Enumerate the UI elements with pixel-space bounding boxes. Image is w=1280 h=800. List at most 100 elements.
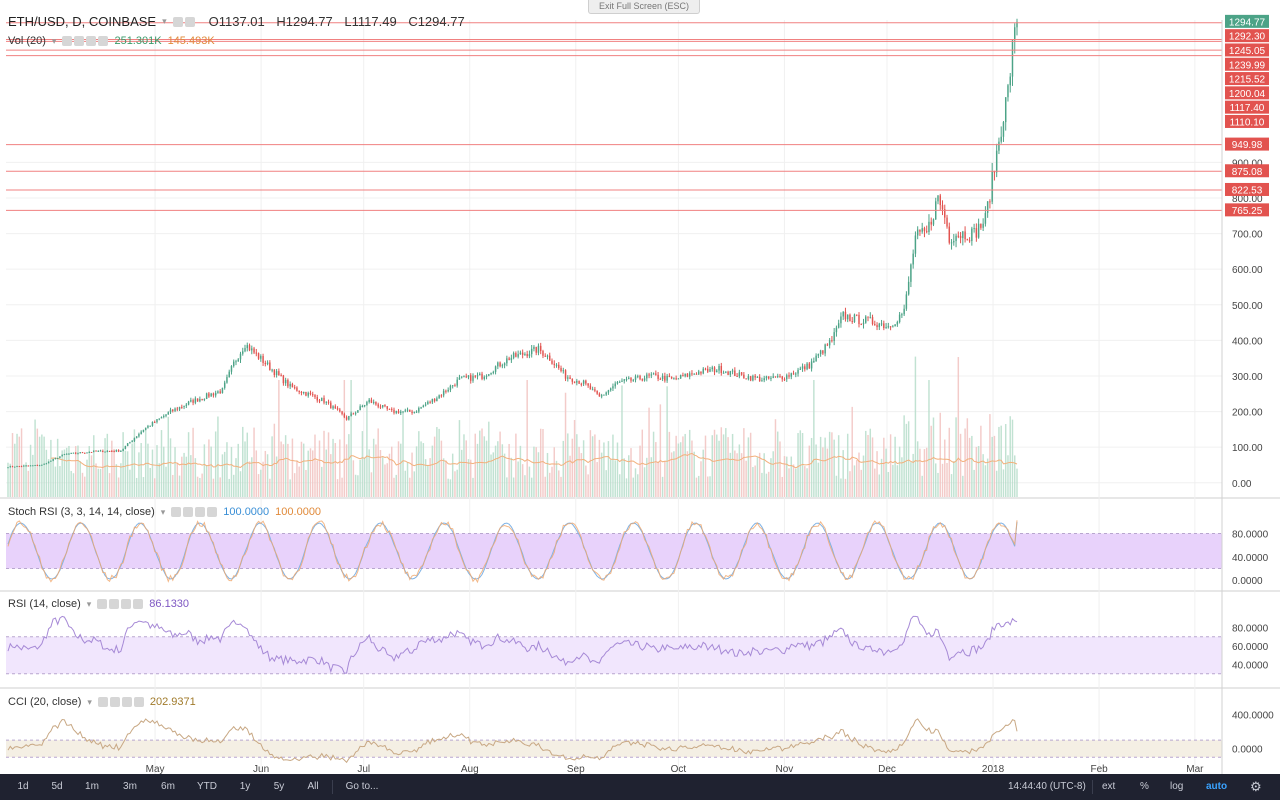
candle-body <box>580 383 583 385</box>
volume-title[interactable]: Vol (20) <box>8 35 46 47</box>
candle-body <box>479 373 481 376</box>
chevron-down-icon[interactable]: ▾ <box>86 598 92 609</box>
ext-button[interactable]: ext <box>1102 781 1116 792</box>
log-button[interactable]: log <box>1170 781 1184 792</box>
eye-icon[interactable] <box>97 599 108 609</box>
volume-bar <box>772 451 774 497</box>
symbol-title[interactable]: ETH/USD, D, COINBASE <box>8 14 157 29</box>
timeframe-1d[interactable]: 1d <box>17 781 29 792</box>
gear-icon[interactable] <box>183 507 194 517</box>
horizontal-price-lines[interactable] <box>6 22 1222 211</box>
gear-icon[interactable] <box>74 36 85 46</box>
candle-body <box>199 398 201 402</box>
percent-button[interactable]: % <box>1140 781 1149 792</box>
volume-bar <box>562 440 565 497</box>
plus-icon[interactable] <box>121 599 132 609</box>
exit-fullscreen-hint[interactable]: Exit Full Screen (ESC) <box>588 0 700 14</box>
timeframe-ytd[interactable]: YTD <box>197 781 217 792</box>
candle-body <box>174 408 176 411</box>
volume-bar <box>325 449 328 497</box>
volume-bar <box>424 459 427 497</box>
volume-bar <box>269 478 271 497</box>
candle-body <box>916 229 919 236</box>
chevron-down-icon[interactable]: ▾ <box>162 16 167 26</box>
legend-buttons[interactable] <box>171 507 218 517</box>
eye-icon[interactable] <box>62 36 73 46</box>
legend-buttons[interactable] <box>172 16 195 27</box>
volume-bar <box>1016 468 1018 497</box>
volume-bar <box>867 434 869 497</box>
price-tag-bg <box>1225 29 1269 43</box>
volume-bar <box>977 446 980 497</box>
volume-bar <box>32 454 34 497</box>
candle-body <box>124 446 127 449</box>
auto-button[interactable]: auto <box>1206 781 1228 792</box>
candle-body <box>625 379 628 381</box>
volume-bar <box>235 458 237 497</box>
legend-buttons[interactable] <box>62 36 109 46</box>
volume-bar <box>670 452 673 497</box>
timeframe-5d[interactable]: 5d <box>51 781 63 792</box>
plus-icon[interactable] <box>86 36 97 46</box>
candle-body <box>72 452 75 454</box>
gear-icon[interactable] <box>109 697 120 707</box>
candle-body <box>413 411 416 413</box>
close-icon[interactable] <box>133 599 144 609</box>
gear-icon[interactable] <box>184 16 195 27</box>
candle-body <box>296 387 298 391</box>
candle-body <box>729 371 732 375</box>
cci-title[interactable]: CCI (20, close) <box>8 696 82 708</box>
eye-icon[interactable] <box>171 507 182 517</box>
volume-bar <box>903 415 905 497</box>
legend-buttons[interactable] <box>97 697 144 707</box>
gear-icon[interactable] <box>109 599 120 609</box>
candle-body <box>544 355 546 357</box>
plus-icon[interactable] <box>195 507 206 517</box>
price-tick-label: 900.00 <box>1232 158 1263 169</box>
volume-bar <box>59 466 61 497</box>
close-icon[interactable] <box>133 697 144 707</box>
x-tick-label: Aug <box>461 764 479 775</box>
stoch-title[interactable]: Stoch RSI (3, 3, 14, 14, close) <box>8 506 155 518</box>
legend-buttons[interactable] <box>97 599 144 609</box>
rsi-title[interactable]: RSI (14, close) <box>8 598 81 610</box>
candle-body <box>203 398 206 400</box>
volume-bar <box>201 473 203 497</box>
timeframe-1m[interactable]: 1m <box>85 781 99 792</box>
chevron-down-icon[interactable]: ▾ <box>87 696 92 707</box>
volume-bar <box>576 434 578 497</box>
candle-body <box>456 379 458 386</box>
candle-body <box>20 466 23 468</box>
ohlc-values: O1137.01 H1294.77 L1117.49 C1294.77 <box>201 14 465 29</box>
chevron-down-icon[interactable]: ▾ <box>51 35 57 46</box>
goto-button[interactable]: Go to... <box>345 781 379 792</box>
candle-body <box>573 381 576 383</box>
timeframe-3m[interactable]: 3m <box>123 781 137 792</box>
eye-icon[interactable] <box>97 697 108 707</box>
candle-body <box>666 375 668 381</box>
volume-bar <box>20 428 23 497</box>
close-icon[interactable] <box>98 36 109 46</box>
plus-icon[interactable] <box>121 697 132 707</box>
gear-icon[interactable]: ⚙ <box>1250 779 1262 794</box>
volume-bar <box>377 428 379 497</box>
timeframe-5y[interactable]: 5y <box>273 781 285 792</box>
volume-bar <box>668 431 671 497</box>
volume-bar <box>695 477 698 497</box>
volume-bar <box>350 380 352 497</box>
close-icon[interactable] <box>207 507 218 517</box>
timeframe-6m[interactable]: 6m <box>161 781 175 792</box>
timeframe-all[interactable]: All <box>307 781 319 792</box>
candle-body <box>41 464 43 466</box>
toolbar-divider <box>332 780 333 794</box>
eye-icon[interactable] <box>172 16 183 27</box>
volume-bar <box>23 464 25 497</box>
cci-legend: CCI (20, close) ▾ 202.9371 <box>8 696 196 708</box>
candle-body <box>910 264 912 282</box>
candle-body <box>93 450 95 453</box>
chevron-down-icon[interactable]: ▾ <box>160 506 166 517</box>
timeframe-1y[interactable]: 1y <box>239 781 251 792</box>
volume-bar <box>343 380 346 497</box>
volume-bar <box>914 356 917 497</box>
